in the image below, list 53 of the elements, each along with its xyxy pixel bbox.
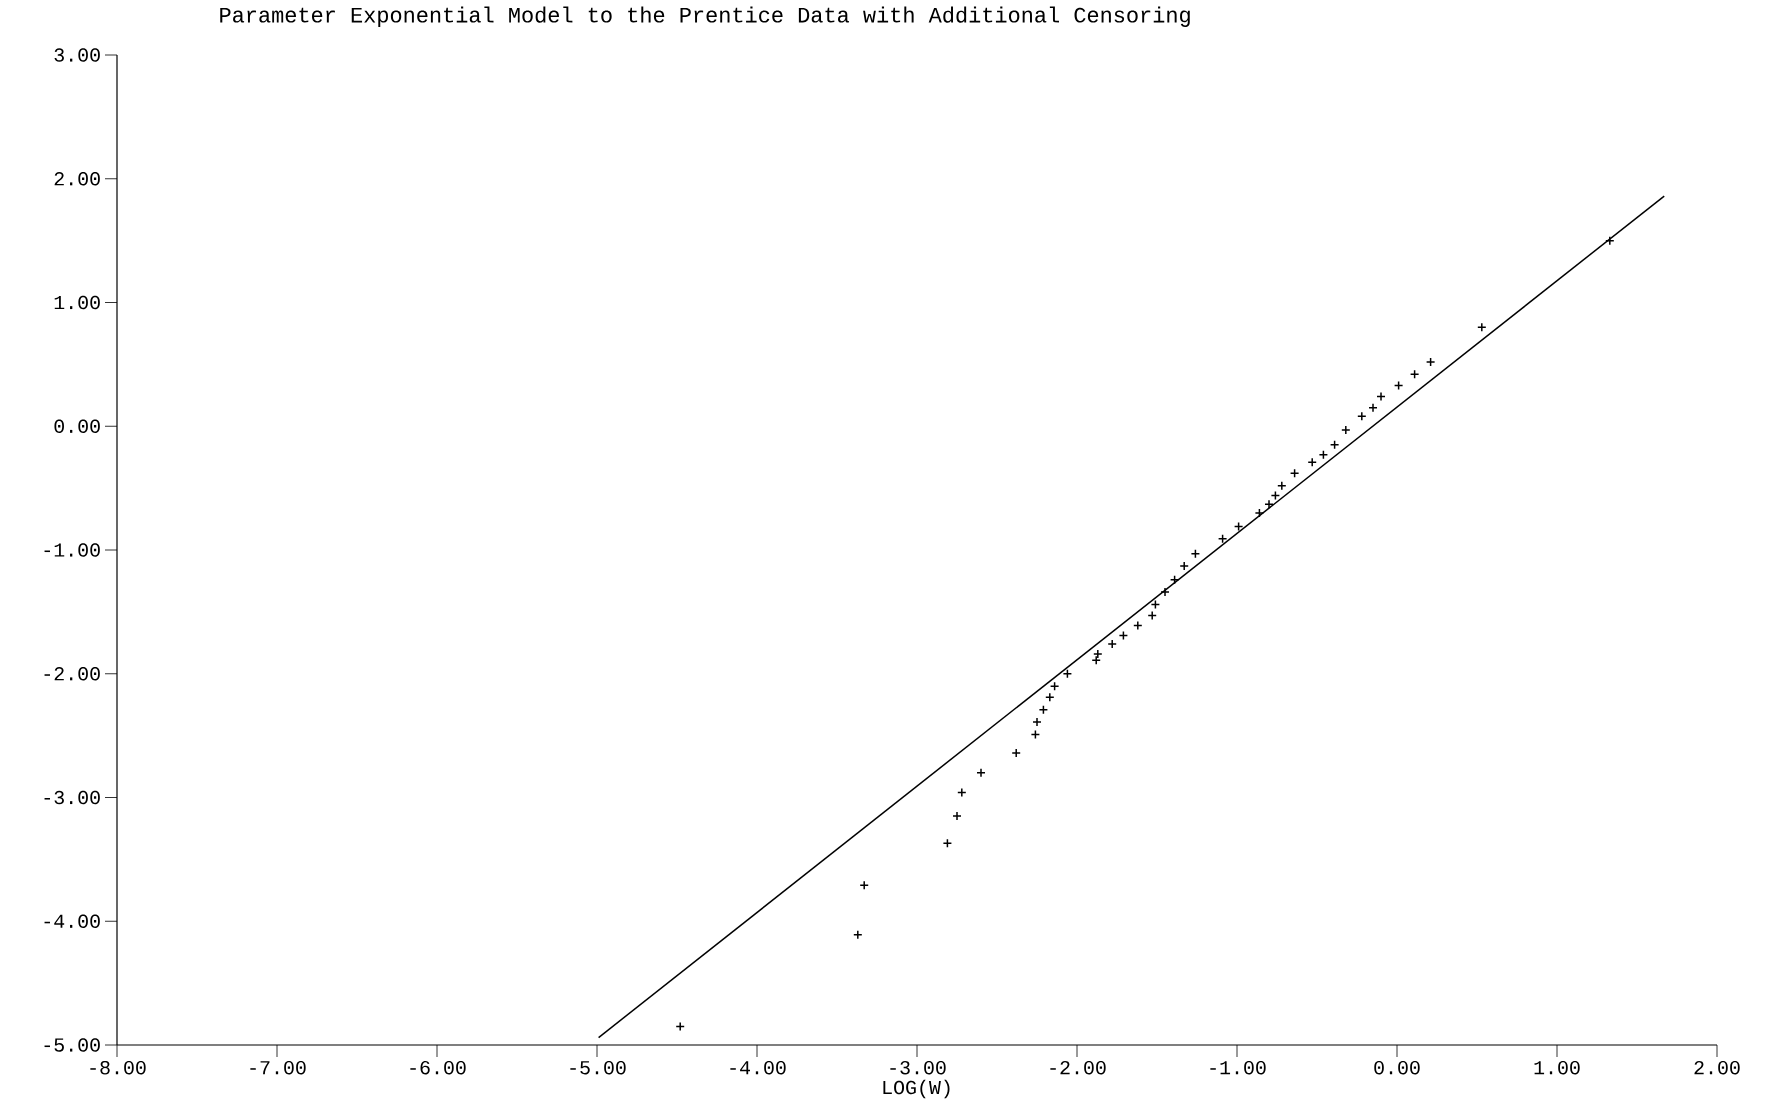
- point: [1425, 357, 1436, 367]
- y-tick-label: -2.00: [44, 666, 100, 681]
- y-tick-label: -5.00: [44, 1038, 100, 1052]
- point: [1160, 587, 1170, 597]
- point: [859, 880, 869, 891]
- y-tick-label: -1.00: [44, 543, 100, 557]
- y-tick-label: -3.00: [44, 790, 100, 805]
- y-tick-label: 3.00: [54, 48, 100, 62]
- point: [1368, 402, 1378, 413]
- x-tick-label: -7.00: [250, 1060, 306, 1075]
- point: [976, 768, 986, 778]
- point: [853, 930, 863, 940]
- point: [675, 1021, 685, 1032]
- x-tick-label: -2.00: [1050, 1060, 1106, 1075]
- x-tick-label: -4.00: [730, 1060, 786, 1075]
- x-tick-label: -3.00: [890, 1060, 946, 1075]
- x-axis-title: LOG(W): [883, 1079, 950, 1099]
- point: [1605, 235, 1615, 246]
- point: [957, 787, 967, 798]
- point: [1179, 561, 1189, 571]
- point: [1049, 681, 1060, 691]
- point: [1254, 508, 1265, 518]
- point: [1264, 499, 1274, 509]
- y-tick-label: -4.00: [44, 914, 100, 928]
- point: [1091, 655, 1101, 665]
- point: [1329, 440, 1340, 450]
- x-tick-label: -1.00: [1210, 1060, 1266, 1075]
- x-tick-label: 2.00: [1694, 1060, 1740, 1075]
- point: [1093, 649, 1103, 659]
- x-tick-label: -5.00: [570, 1060, 626, 1075]
- point: [1133, 620, 1143, 631]
- x-tick-label: -8.00: [90, 1060, 146, 1075]
- point: [1307, 457, 1317, 467]
- point: [952, 811, 962, 821]
- x-tick-label: -6.00: [410, 1060, 466, 1075]
- y-tick-label: 0.00: [54, 419, 100, 433]
- point: [1341, 425, 1351, 435]
- point: [1477, 322, 1487, 332]
- y-tick-label: 2.00: [54, 171, 100, 186]
- y-tick-label: 1.00: [54, 295, 100, 310]
- point: [1011, 748, 1021, 758]
- x-tick-label: 1.00: [1534, 1060, 1580, 1075]
- point: [1217, 534, 1228, 544]
- point: [1147, 610, 1157, 621]
- point: [1376, 391, 1386, 402]
- point: [1045, 692, 1055, 703]
- chart-title: Parameter Exponential Model to the Prentice Data with Additional Censoring: [220, 6, 1190, 27]
- point: [1032, 717, 1042, 727]
- point: [1062, 669, 1073, 679]
- point: [1107, 639, 1117, 649]
- point: [1357, 411, 1367, 422]
- point: [1277, 480, 1287, 491]
- x-tick-label: 0.00: [1374, 1060, 1420, 1075]
